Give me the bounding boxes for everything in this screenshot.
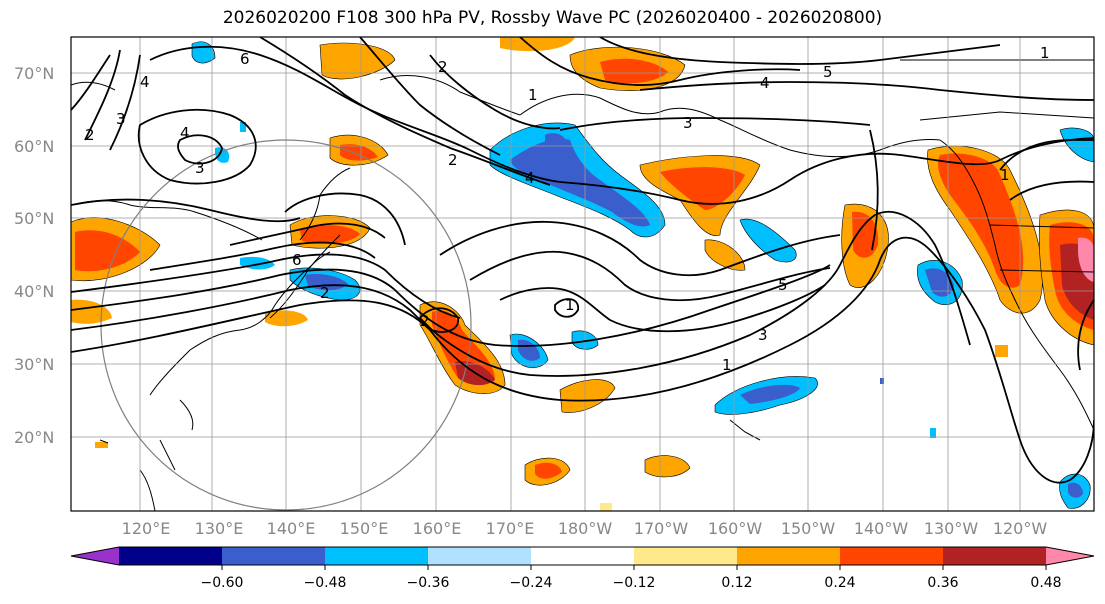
lon-tick-label: 120°E	[122, 519, 171, 538]
contour-label: 1	[1000, 166, 1010, 184]
colorbar-bin	[222, 547, 326, 565]
lon-tick-label: 140°W	[854, 519, 909, 538]
lon-tick-label: 170°E	[486, 519, 535, 538]
contour-label: 6	[240, 50, 250, 68]
colorbar-label: −0.36	[407, 575, 450, 591]
colorbar-label: 0.36	[927, 575, 958, 591]
contour-label: 3	[758, 326, 768, 344]
contour-label: 2	[320, 284, 330, 302]
contour-label: 2	[448, 151, 458, 169]
lat-tick-label: 40°N	[14, 282, 54, 301]
longitude-labels: 120°E 130°E 140°E 150°E 160°E 170°E 180°…	[122, 519, 1048, 538]
colorbar-bin	[325, 547, 429, 565]
colorbar-bin	[428, 547, 532, 565]
contour-label: 6	[292, 251, 302, 269]
colorbar-extend-low	[71, 547, 119, 565]
lon-tick-label: 150°E	[340, 519, 389, 538]
contour-label: 1	[722, 356, 732, 374]
contour-label: 4	[180, 124, 190, 142]
colorbar-label: −0.48	[304, 575, 347, 591]
contour-label: 2	[420, 312, 430, 330]
contour-label: 2	[85, 126, 95, 144]
lat-tick-label: 50°N	[14, 209, 54, 228]
contour-label: 5	[823, 63, 833, 81]
contour-label: 1	[528, 86, 538, 104]
contour-label: 3	[116, 110, 126, 128]
lon-tick-label: 160°W	[708, 519, 763, 538]
lon-tick-label: 160°E	[413, 519, 462, 538]
lat-tick-label: 30°N	[14, 355, 54, 374]
colorbar-label: 0.48	[1030, 575, 1061, 591]
lat-tick-label: 70°N	[14, 64, 54, 83]
colorbar-bin	[119, 547, 223, 565]
contour-label: 5	[778, 276, 788, 294]
colorbar-label: 0.12	[721, 575, 752, 591]
colorbar-label: −0.60	[201, 575, 244, 591]
map-title: 2026020200 F108 300 hPa PV, Rossby Wave …	[222, 8, 883, 28]
colorbar-outline	[70, 546, 1095, 566]
contour-label: 1	[565, 296, 575, 314]
contour-label: 2	[438, 58, 448, 76]
colorbar-bin	[943, 547, 1047, 565]
contour-label: 1	[1040, 44, 1050, 62]
colorbar-bin	[840, 547, 944, 565]
lon-tick-label: 130°W	[924, 519, 979, 538]
region-circle	[100, 139, 472, 511]
colorbar-bin	[737, 547, 841, 565]
colorbar-label: −0.24	[510, 575, 553, 591]
lat-tick-label: 60°N	[14, 137, 54, 156]
contour-label: 4	[140, 73, 150, 91]
lon-tick-label: 180°W	[558, 519, 613, 538]
contour-label: 4	[525, 169, 535, 187]
pv-anomaly-shading	[71, 37, 1094, 511]
contour-labels: 6 4 2 3 4 3 2 1 4 5 3 1 4 2 6 2 5 3 1 1 …	[85, 44, 1050, 374]
latitude-labels: 70°N 60°N 50°N 40°N 30°N 20°N	[14, 64, 54, 447]
colorbar-extend-high	[1046, 547, 1094, 565]
contour-label: 3	[195, 159, 205, 177]
contour-label: 3	[683, 114, 693, 132]
contour-label: 4	[760, 74, 770, 92]
lon-tick-label: 140°E	[267, 519, 316, 538]
map-frame	[70, 36, 1095, 512]
colorbar-label: −0.12	[613, 575, 656, 591]
lon-tick-label: 150°W	[781, 519, 836, 538]
lon-tick-label: 130°E	[195, 519, 244, 538]
lon-tick-label: 170°W	[634, 519, 689, 538]
lat-tick-label: 20°N	[14, 428, 54, 447]
colorbar-bin	[634, 547, 738, 565]
colorbar: −0.60 −0.48 −0.36 −0.24 −0.12 0.12 0.24 0.36 0.4…	[70, 546, 1095, 591]
pv-contours	[71, 37, 1094, 484]
colorbar-label: 0.24	[824, 575, 855, 591]
colorbar-bin	[531, 547, 635, 565]
lon-tick-label: 120°W	[993, 519, 1048, 538]
